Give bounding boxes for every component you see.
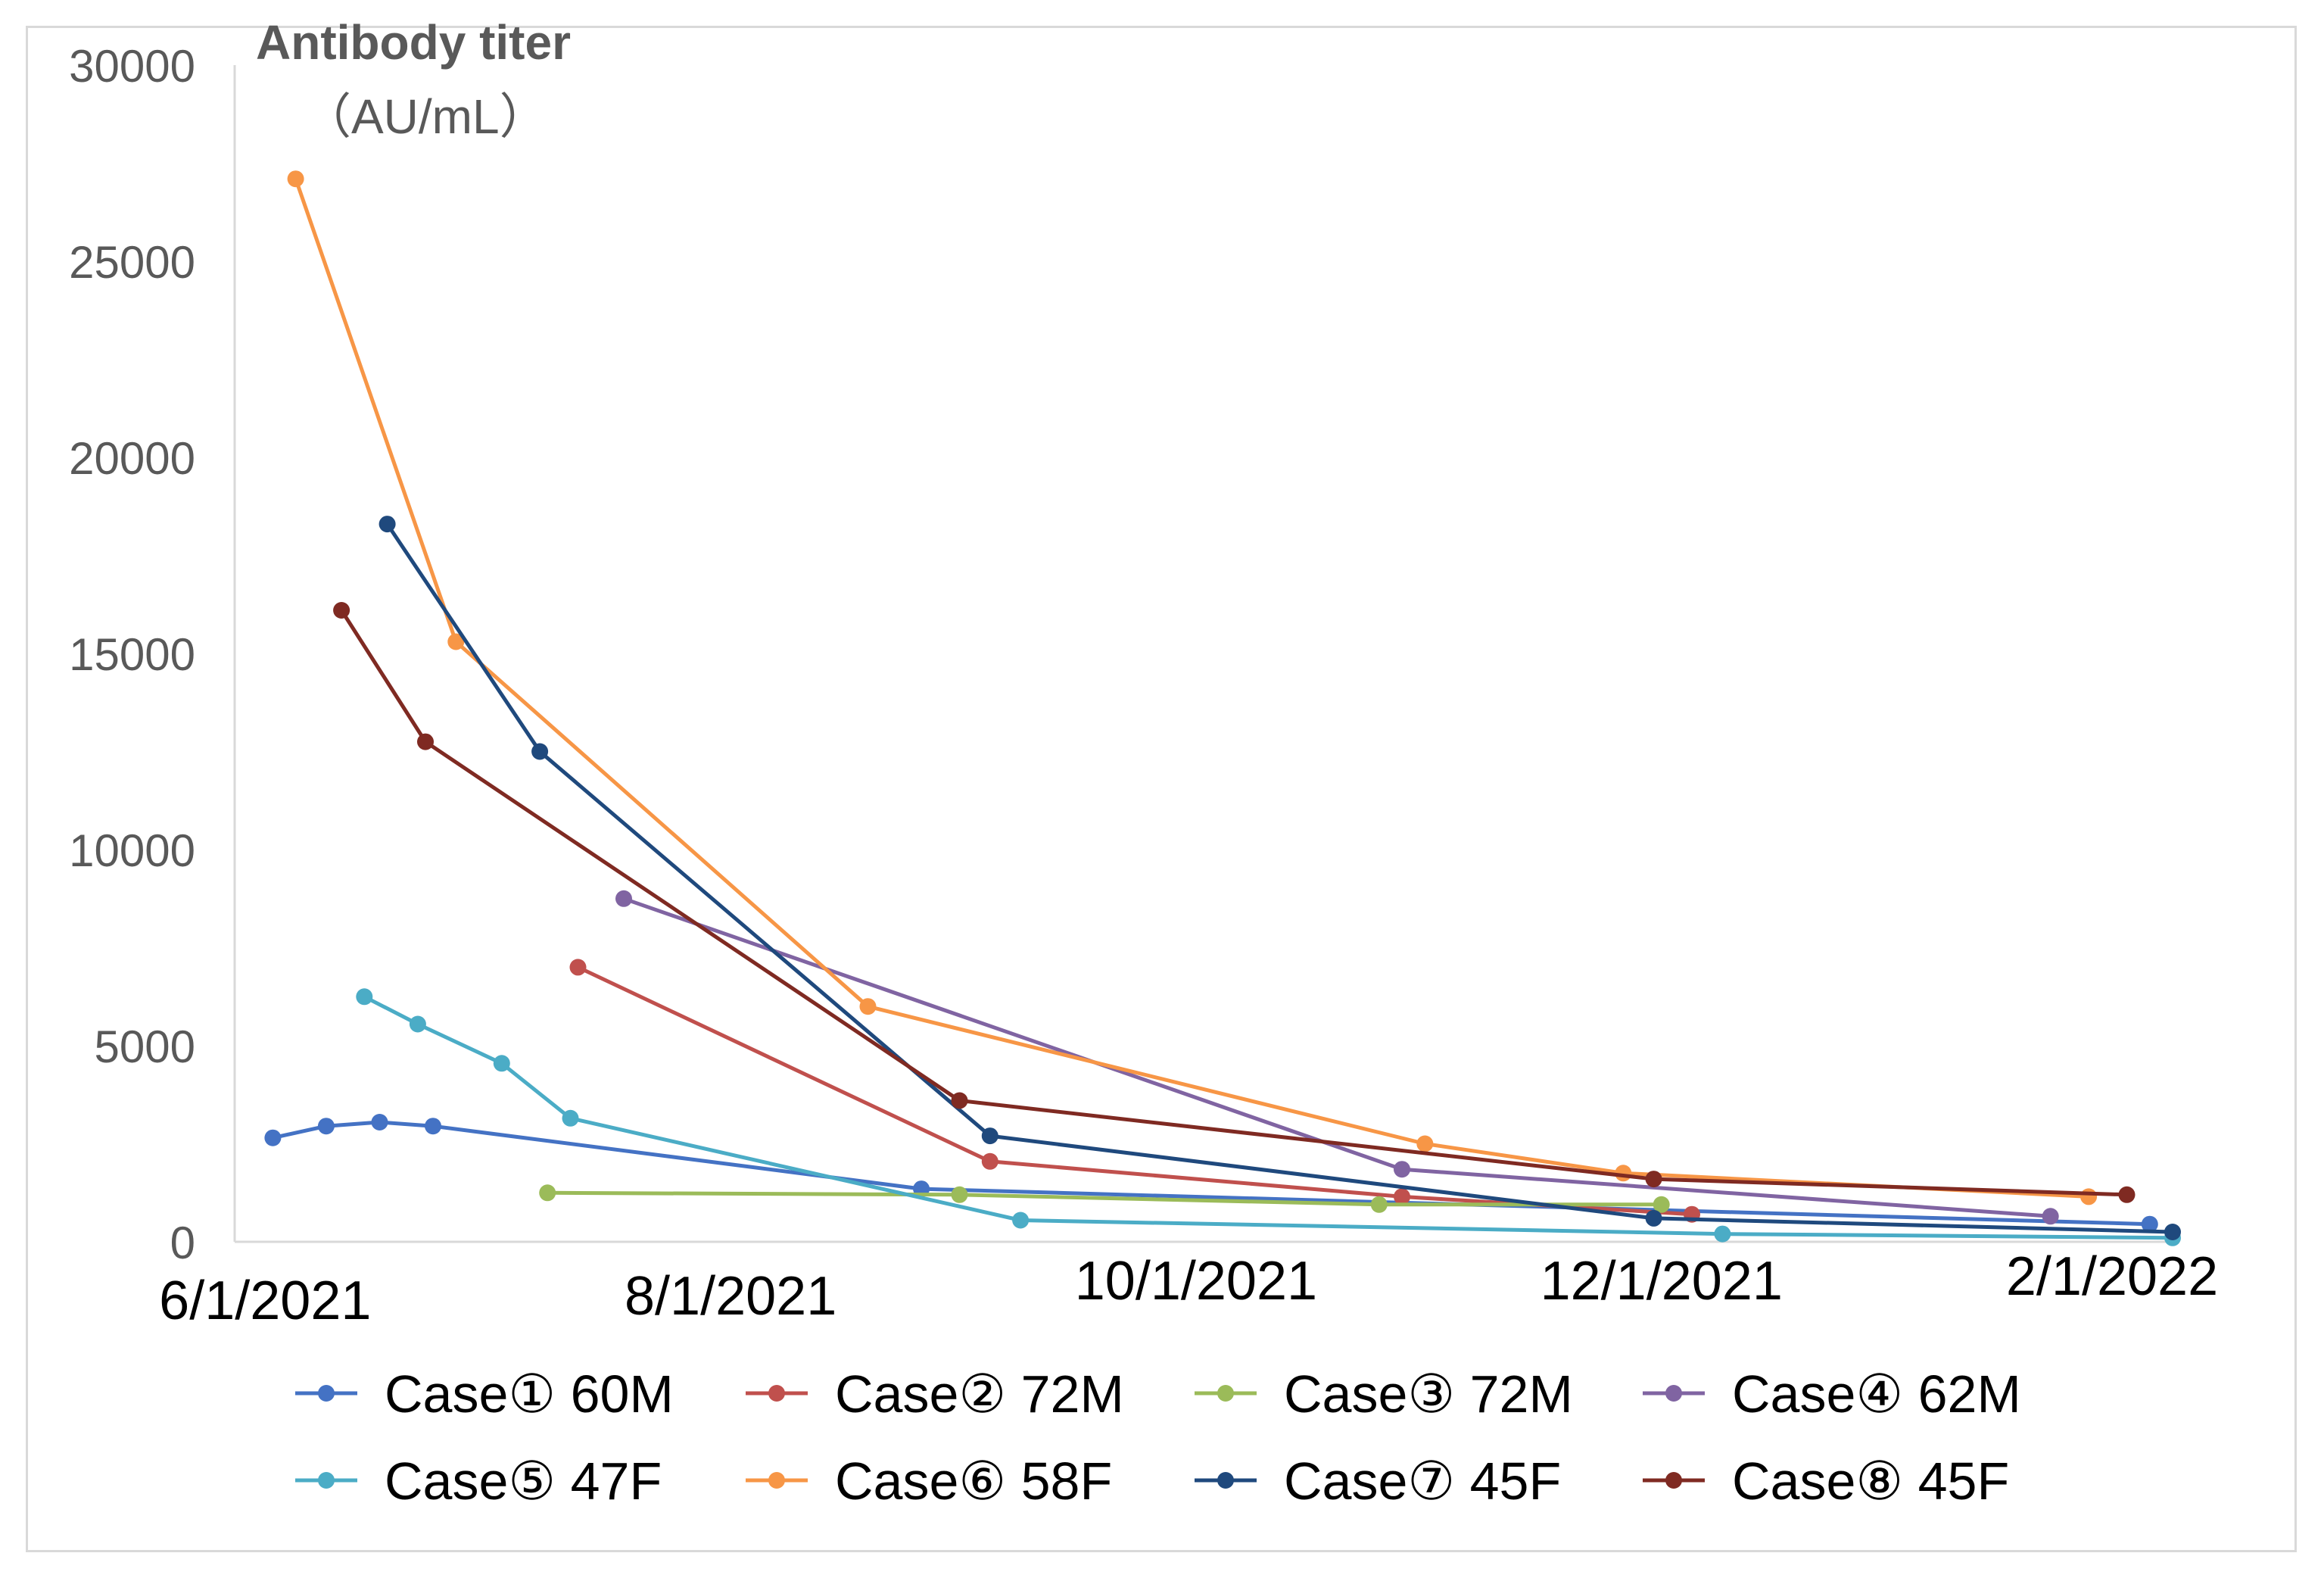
- legend-swatch-marker: [318, 1385, 335, 1402]
- data-point: [1653, 1196, 1670, 1213]
- data-point: [379, 516, 396, 533]
- y-axis-title-line-1: Antibody titer: [256, 15, 571, 70]
- data-point: [493, 1055, 510, 1072]
- data-point: [333, 602, 350, 619]
- series-2: [569, 959, 1700, 1223]
- legend-swatch-marker: [1665, 1385, 1682, 1402]
- y-tick-label: 5000: [95, 1021, 195, 1072]
- legend-item: Case⑦ 45F: [1195, 1452, 1561, 1511]
- data-point: [951, 1186, 968, 1203]
- legend-item: Case③ 72M: [1195, 1364, 1573, 1424]
- chart-frame: [26, 26, 2297, 1552]
- x-axis: 6/1/2021 8/1/2021 10/1/2021 12/1/2021 2/1/20…: [159, 1240, 2218, 1331]
- data-point: [951, 1092, 968, 1109]
- series-3: [539, 1184, 1670, 1213]
- legend-label: Case⑧ 45F: [1732, 1452, 2009, 1511]
- legend-label: Case⑥ 58F: [835, 1452, 1112, 1511]
- data-point: [2164, 1224, 2181, 1240]
- legend-label: Case① 60M: [385, 1364, 674, 1424]
- legend-label: Case⑤ 47F: [385, 1452, 662, 1511]
- legend-item: Case⑧ 45F: [1643, 1452, 2009, 1511]
- series-7: [379, 516, 2181, 1240]
- legend-label: Case③ 72M: [1284, 1364, 1573, 1424]
- series-line: [294, 178, 2089, 1199]
- data-point: [264, 1129, 282, 1146]
- x-tick-label: 8/1/2021: [625, 1266, 836, 1327]
- data-point: [371, 1114, 388, 1130]
- data-point: [1645, 1171, 1662, 1188]
- y-tick-label: 0: [170, 1218, 195, 1268]
- y-tick-label: 25000: [69, 237, 195, 288]
- series-6: [287, 170, 2098, 1205]
- legend-swatch-marker: [768, 1385, 785, 1402]
- data-point: [1416, 1135, 1434, 1152]
- series-line: [623, 897, 2051, 1218]
- legend-swatch-marker: [1217, 1472, 1234, 1489]
- series-4: [615, 890, 2059, 1225]
- data-point: [287, 170, 304, 188]
- data-point: [409, 1015, 426, 1033]
- series-line: [339, 609, 2127, 1197]
- legend-label: Case② 72M: [835, 1364, 1124, 1424]
- legend-swatch-marker: [768, 1472, 785, 1489]
- data-point: [2042, 1208, 2059, 1225]
- x-tick-label: 12/1/2021: [1541, 1251, 1783, 1311]
- data-point: [531, 743, 549, 760]
- x-tick-label: 6/1/2021: [159, 1271, 371, 1331]
- series-1: [264, 1114, 2158, 1233]
- series-line: [547, 1190, 1662, 1207]
- y-axis-title-line-2: （AU/mL）: [303, 89, 548, 144]
- series-8: [333, 602, 2136, 1203]
- series-5: [356, 988, 2181, 1246]
- legend-item: Case② 72M: [746, 1364, 1124, 1424]
- data-point: [981, 1127, 998, 1145]
- y-axis-title: Antibody titer （AU/mL）: [256, 15, 571, 144]
- legend-item: Case① 60M: [295, 1364, 674, 1424]
- legend-swatch-marker: [1217, 1385, 1234, 1402]
- data-point: [1012, 1212, 1030, 1229]
- series-layer: [264, 170, 2181, 1246]
- legend-label: Case⑦ 45F: [1284, 1452, 1561, 1511]
- legend-item: Case④ 62M: [1643, 1364, 2021, 1424]
- data-point: [1370, 1196, 1388, 1213]
- legend-item: Case⑥ 58F: [746, 1452, 1112, 1511]
- series-line: [272, 1120, 2150, 1227]
- data-point: [417, 733, 434, 750]
- data-point: [539, 1184, 556, 1202]
- data-point: [569, 959, 587, 976]
- data-point: [615, 890, 632, 907]
- data-point: [2118, 1186, 2136, 1203]
- data-point: [1394, 1188, 1410, 1205]
- y-tick-label: 15000: [69, 629, 195, 680]
- data-point: [1394, 1161, 1410, 1178]
- data-point: [317, 1118, 335, 1135]
- legend-item: Case⑤ 47F: [295, 1452, 662, 1511]
- legend: Case① 60M Case② 72M Case③ 72M Case④ 62M Case…: [295, 1364, 2021, 1511]
- data-point: [2080, 1188, 2098, 1205]
- legend-swatch-marker: [318, 1472, 335, 1489]
- legend-swatch-marker: [1665, 1472, 1682, 1489]
- data-point: [1714, 1225, 1731, 1243]
- data-point: [981, 1152, 998, 1170]
- data-point: [2141, 1215, 2158, 1233]
- legend-label: Case④ 62M: [1732, 1364, 2021, 1424]
- data-point: [562, 1109, 579, 1127]
- y-axis: 0 5000 10000 15000 20000 25000 30000: [69, 41, 236, 1268]
- x-tick-label: 2/1/2022: [2006, 1246, 2218, 1307]
- data-point: [356, 988, 373, 1006]
- y-tick-label: 20000: [69, 433, 195, 484]
- data-point: [447, 633, 465, 650]
- data-point: [1645, 1209, 1662, 1227]
- y-tick-label: 30000: [69, 41, 195, 92]
- data-point: [425, 1118, 441, 1135]
- x-tick-label: 10/1/2021: [1075, 1251, 1317, 1311]
- data-point: [859, 998, 877, 1015]
- y-tick-label: 10000: [69, 825, 195, 876]
